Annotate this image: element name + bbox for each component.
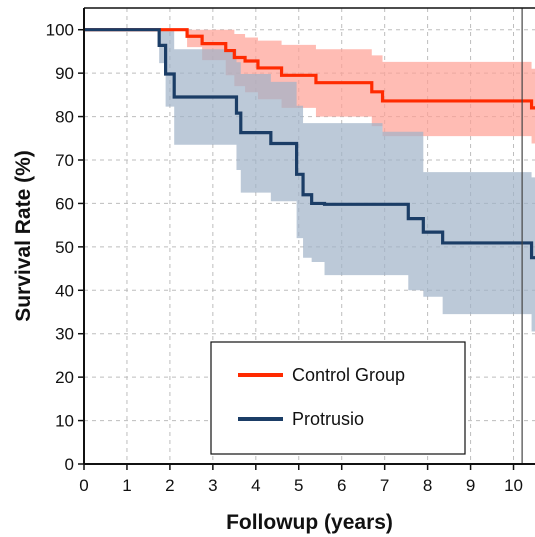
tick-labels: 0 10 20 30 40 50 60 70 80 90 100 0 1 2 3 4 5 6 7 8 9 10 (46, 21, 523, 495)
x-axis-title: Followup (years) (226, 511, 393, 534)
x-tick-label: 10 (504, 476, 523, 495)
survival-curve-protrusio (84, 28, 535, 260)
x-tick-label: 7 (380, 476, 389, 495)
y-tick-label: 30 (55, 325, 74, 344)
x-tick-label: 3 (208, 476, 217, 495)
x-tick-label: 0 (79, 476, 88, 495)
x-tick-label: 9 (466, 476, 475, 495)
x-tick-label: 5 (294, 476, 303, 495)
confidence-band-control-group (84, 29, 535, 144)
x-tick-label: 8 (423, 476, 432, 495)
y-tick-label: 20 (55, 368, 74, 387)
survival-curve-control-group (84, 28, 535, 110)
legend-label-control-group: Control Group (292, 365, 405, 385)
confidence-band-protrusio (84, 29, 535, 332)
y-tick-label: 40 (55, 281, 74, 300)
confidence-bands (84, 29, 535, 332)
y-tick-label: 100 (46, 21, 74, 40)
x-tick-label: 6 (337, 476, 346, 495)
y-tick-label: 50 (55, 238, 74, 257)
legend-label-protrusio: Protrusio (292, 409, 364, 429)
y-tick-label: 10 (55, 412, 74, 431)
y-tick-label: 90 (55, 64, 74, 83)
y-tick-label: 70 (55, 151, 74, 170)
x-tick-label: 2 (165, 476, 174, 495)
legend-box (210, 341, 466, 455)
x-tick-label: 1 (122, 476, 131, 495)
x-tick-label: 4 (251, 476, 260, 495)
y-tick-label: 0 (65, 455, 74, 474)
axes (83, 7, 535, 465)
y-tick-label: 80 (55, 108, 74, 127)
y-tick-label: 60 (55, 194, 74, 213)
y-axis-title: Survival Rate (%) (12, 150, 35, 322)
legend: Control Group Protrusio (210, 341, 466, 455)
survival-curves (84, 28, 535, 260)
